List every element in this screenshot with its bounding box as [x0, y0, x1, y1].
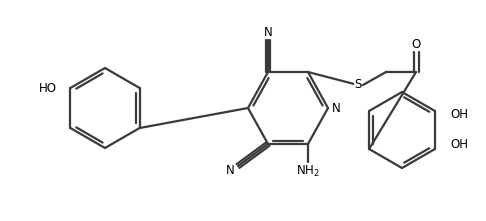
Text: OH: OH	[450, 109, 468, 122]
Text: OH: OH	[450, 139, 468, 152]
Text: HO: HO	[39, 82, 57, 95]
Text: NH$_2$: NH$_2$	[296, 164, 320, 179]
Text: O: O	[411, 38, 420, 51]
Text: N: N	[331, 101, 340, 114]
Text: N: N	[226, 164, 234, 177]
Text: S: S	[354, 78, 362, 91]
Text: N: N	[263, 25, 272, 38]
